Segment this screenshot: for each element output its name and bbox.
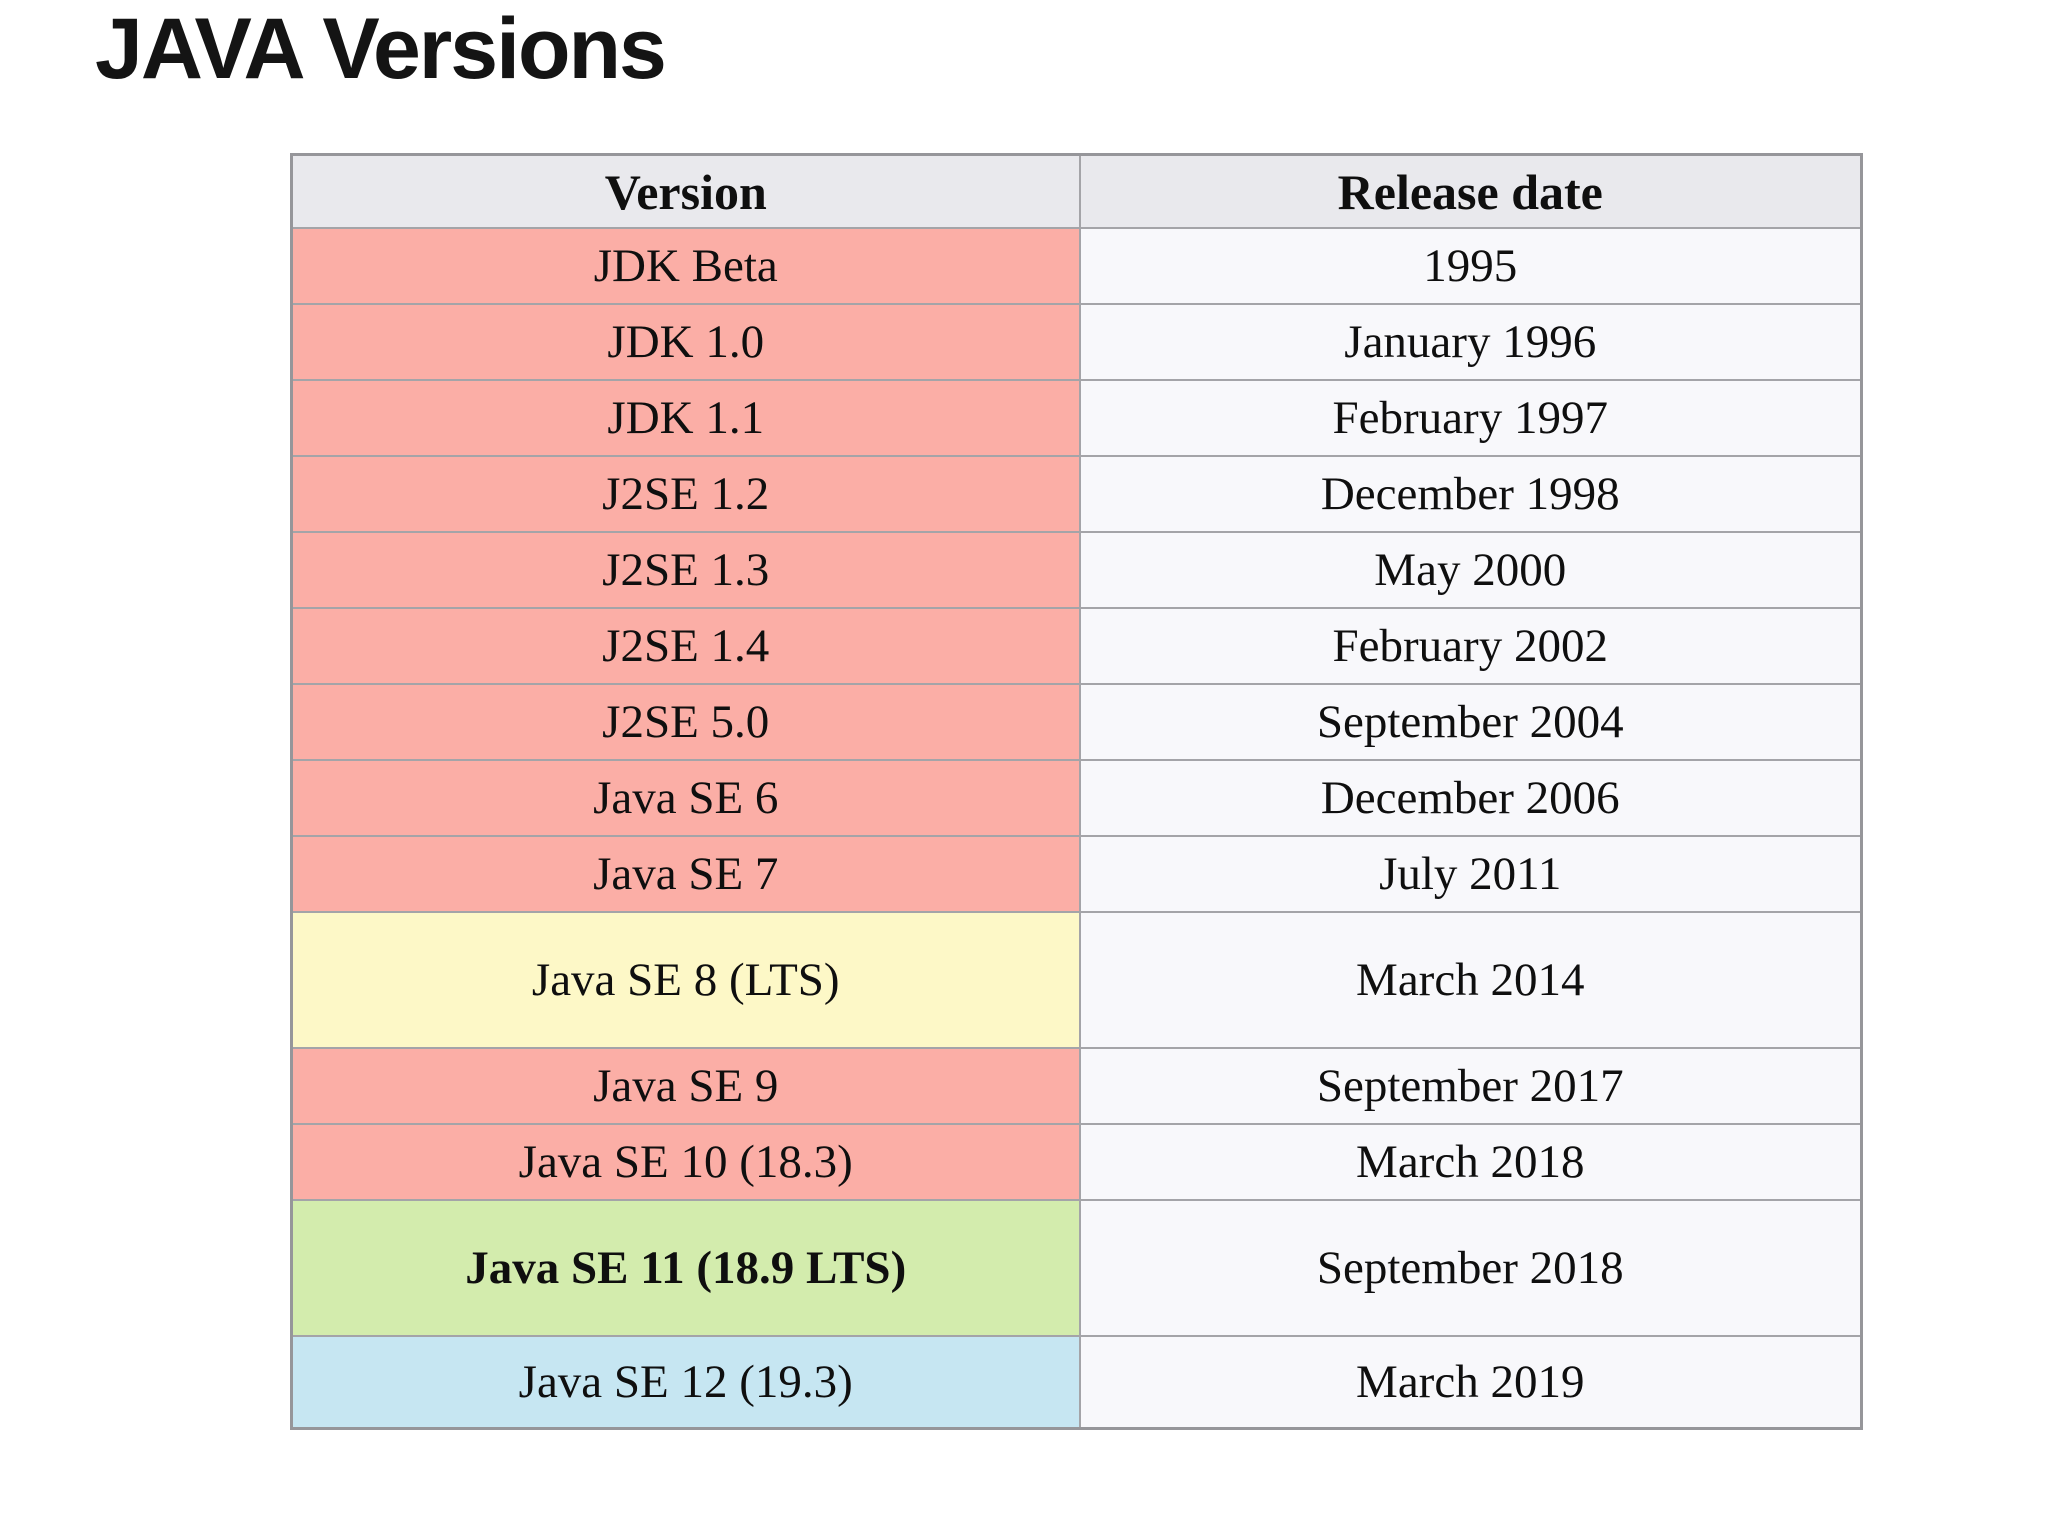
- table-row: J2SE 5.0 September 2004: [290, 683, 1863, 761]
- java-versions-table: Version Release date JDK Beta 1995 JDK 1…: [290, 153, 1863, 1430]
- version-cell: Java SE 12 (19.3): [290, 1335, 1081, 1429]
- release-date-cell: 1995: [1078, 227, 1863, 305]
- version-cell: Java SE 6: [290, 759, 1081, 837]
- release-date-cell: September 2017: [1078, 1047, 1863, 1125]
- table-row: Java SE 9 September 2017: [290, 1047, 1863, 1125]
- release-date-cell: February 1997: [1078, 379, 1863, 457]
- release-date-cell: March 2019: [1078, 1335, 1863, 1429]
- release-date-cell: February 2002: [1078, 607, 1863, 685]
- table-row: Java SE 12 (19.3) March 2019: [290, 1335, 1863, 1429]
- release-date-cell: September 2004: [1078, 683, 1863, 761]
- table-row: J2SE 1.2 December 1998: [290, 455, 1863, 533]
- release-date-cell: May 2000: [1078, 531, 1863, 609]
- version-cell: J2SE 1.3: [290, 531, 1081, 609]
- version-cell: Java SE 9: [290, 1047, 1081, 1125]
- version-cell: J2SE 1.2: [290, 455, 1081, 533]
- version-cell: JDK 1.1: [290, 379, 1081, 457]
- release-date-cell: January 1996: [1078, 303, 1863, 381]
- release-date-cell: September 2018: [1078, 1199, 1863, 1337]
- page-title: JAVA Versions: [95, 1, 667, 97]
- table-row: Java SE 6 December 2006: [290, 759, 1863, 837]
- table-row: Java SE 7 July 2011: [290, 835, 1863, 913]
- table-row: Java SE 10 (18.3) March 2018: [290, 1123, 1863, 1201]
- version-cell: Java SE 10 (18.3): [290, 1123, 1081, 1201]
- table-row: J2SE 1.3 May 2000: [290, 531, 1863, 609]
- version-cell: JDK Beta: [290, 227, 1081, 305]
- version-cell: J2SE 5.0: [290, 683, 1081, 761]
- table-row: Java SE 11 (18.9 LTS) September 2018: [290, 1199, 1863, 1337]
- version-cell: Java SE 11 (18.9 LTS): [290, 1199, 1081, 1337]
- table-row: JDK Beta 1995: [290, 227, 1863, 305]
- table-row: JDK 1.1 February 1997: [290, 379, 1863, 457]
- table-row: J2SE 1.4 February 2002: [290, 607, 1863, 685]
- release-date-cell: December 1998: [1078, 455, 1863, 533]
- table-row: JDK 1.0 January 1996: [290, 303, 1863, 381]
- version-cell: J2SE 1.4: [290, 607, 1081, 685]
- header-row: Version Release date: [290, 153, 1863, 229]
- release-date-cell: March 2014: [1078, 911, 1863, 1049]
- version-cell: Java SE 7: [290, 835, 1081, 913]
- column-header-release-date: Release date: [1078, 153, 1863, 229]
- release-date-cell: July 2011: [1078, 835, 1863, 913]
- table-row: Java SE 8 (LTS) March 2014: [290, 911, 1863, 1049]
- version-cell: Java SE 8 (LTS): [290, 911, 1081, 1049]
- release-date-cell: December 2006: [1078, 759, 1863, 837]
- release-date-cell: March 2018: [1078, 1123, 1863, 1201]
- version-cell: JDK 1.0: [290, 303, 1081, 381]
- column-header-version: Version: [290, 153, 1081, 229]
